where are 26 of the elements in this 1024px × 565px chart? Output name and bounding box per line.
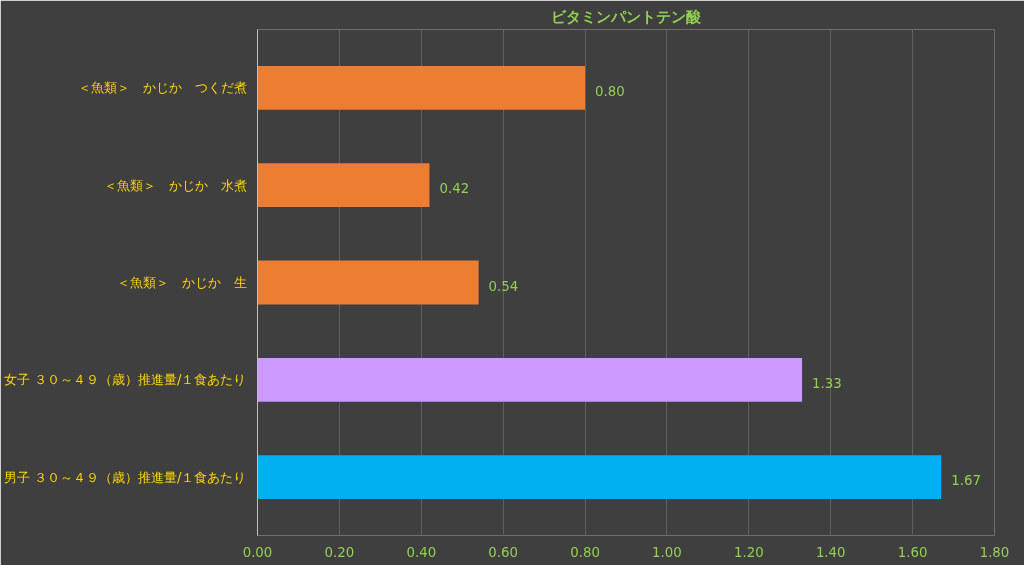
x-tick-label: 1.40 <box>815 544 846 560</box>
data-label: 1.33 <box>812 375 842 391</box>
data-label: 1.67 <box>951 473 981 489</box>
y-tick-label: 女子 ３０～４９（歳）推進量/１食あたり <box>3 372 247 388</box>
x-tick-label: 1.60 <box>897 544 928 560</box>
bar <box>257 357 803 402</box>
x-tick-label: 0.20 <box>324 544 355 560</box>
x-tick-label: 1.80 <box>979 544 1010 560</box>
y-tick-label: 男子 ３０～４９（歳）推進量/１食あたり <box>3 469 247 485</box>
data-label: 0.80 <box>595 83 625 99</box>
x-tick-label: 0.40 <box>406 544 437 560</box>
data-label: 0.42 <box>439 181 470 197</box>
x-tick-label: 1.20 <box>734 544 764 560</box>
bar <box>257 163 430 208</box>
x-tick-label: 0.60 <box>488 544 519 560</box>
bar <box>257 455 942 500</box>
bar <box>257 65 586 110</box>
y-tick-label: ＜魚類＞ かじか 生 <box>116 275 247 290</box>
y-tick-label: ＜魚類＞ かじか 水煮 <box>103 177 247 193</box>
y-tick-label: ＜魚類＞ かじか つくだ煮 <box>77 80 247 96</box>
bar <box>257 260 479 305</box>
data-label: 0.54 <box>488 278 519 294</box>
x-tick-label: 0.80 <box>570 544 600 560</box>
x-tick-label: 1.00 <box>652 544 682 560</box>
chart-title: ビタミンパントテン酸 <box>551 7 702 25</box>
x-tick-label: 0.00 <box>242 544 273 560</box>
